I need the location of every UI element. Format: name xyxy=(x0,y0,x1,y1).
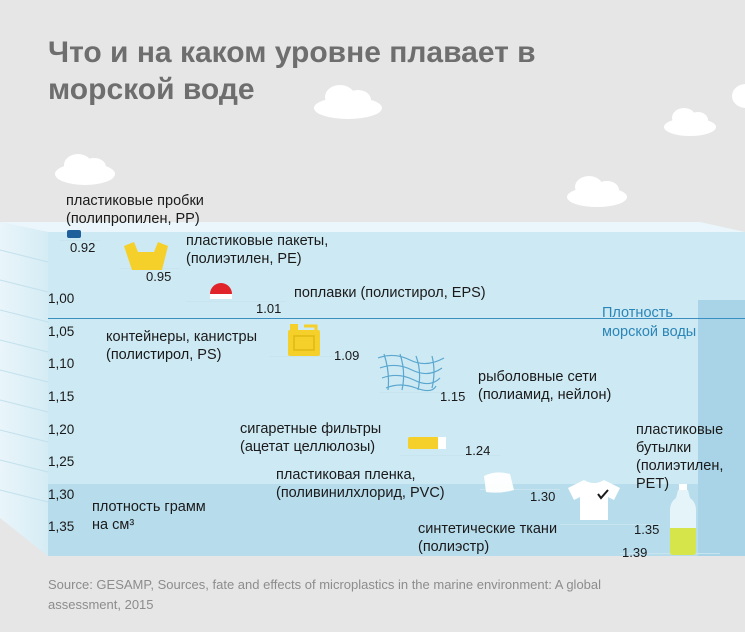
item-value-ps: 1.09 xyxy=(334,348,360,363)
tshirt-icon xyxy=(568,480,620,520)
cloud-icon xyxy=(664,108,716,136)
item-value-pp: 0.92 xyxy=(70,240,96,255)
cigarette-filter-icon xyxy=(408,437,446,449)
cloud-icon xyxy=(732,84,745,108)
page-title: Что и на каком уровне плавает в морской … xyxy=(48,36,536,106)
item-label-pe: пластиковые пакеты, (полиэтилен, PE) xyxy=(186,233,329,267)
plastic-film-icon xyxy=(484,472,514,493)
item-value-nylon: 1.15 xyxy=(440,389,466,404)
fishing-net-icon xyxy=(377,353,445,392)
cloud-icon xyxy=(55,154,115,185)
item-label-pet: пластиковые бутылки (полиэтилен, PET) xyxy=(636,422,724,492)
item-value-pvc: 1.30 xyxy=(530,489,556,504)
scale-unit-label: плотность грамм на см³ xyxy=(92,499,206,533)
item-value-eps: 1.01 xyxy=(256,301,282,316)
item-label-nylon: рыболовные сети (полиамид, нейлон) xyxy=(478,369,612,403)
scale-tick: 1,05 xyxy=(48,324,75,339)
item-value-pet: 1.39 xyxy=(622,545,648,560)
scale-tick: 1,25 xyxy=(48,454,75,469)
plastic-bag-icon xyxy=(124,242,168,270)
item-label-cellulose: сигаретные фильтры (ацетат целлюлозы) xyxy=(240,421,382,455)
item-label-eps: поплавки (полистирол, EPS) xyxy=(294,285,486,301)
item-value-cellulose: 1.24 xyxy=(465,443,491,458)
scale-tick: 1,30 xyxy=(48,487,75,502)
bottle-cap-icon xyxy=(67,230,81,238)
item-value-pe: 0.95 xyxy=(146,269,172,284)
item-value-polyester: 1.35 xyxy=(634,522,660,537)
cloud-icon xyxy=(567,176,627,207)
canister-icon xyxy=(288,324,320,356)
item-label-polyester: синтетические ткани (полиэстр) xyxy=(418,521,558,555)
item-label-pp: пластиковые пробки (полипропилен, PP) xyxy=(66,193,204,227)
scale-tick: 1,20 xyxy=(48,422,75,437)
item-label-ps: контейнеры, канистры (полистирол, PS) xyxy=(106,329,258,363)
sea-density-line xyxy=(48,318,745,319)
item-label-pvc: пластиковая пленка, (поливинилхлорид, PV… xyxy=(276,467,445,501)
sea-density-label: Плотность морской воды xyxy=(602,305,697,340)
scale-tick: 1,35 xyxy=(48,519,75,534)
scale-tick: 1,10 xyxy=(48,356,75,371)
plastic-bottle-icon xyxy=(670,484,696,555)
scale-tick: 1,15 xyxy=(48,389,75,404)
source-note: Source: GESAMP, Sources, fate and effect… xyxy=(48,577,602,612)
float-icon xyxy=(210,283,232,299)
cloud-icon xyxy=(314,85,382,119)
scale-tick: 1,00 xyxy=(48,291,75,306)
